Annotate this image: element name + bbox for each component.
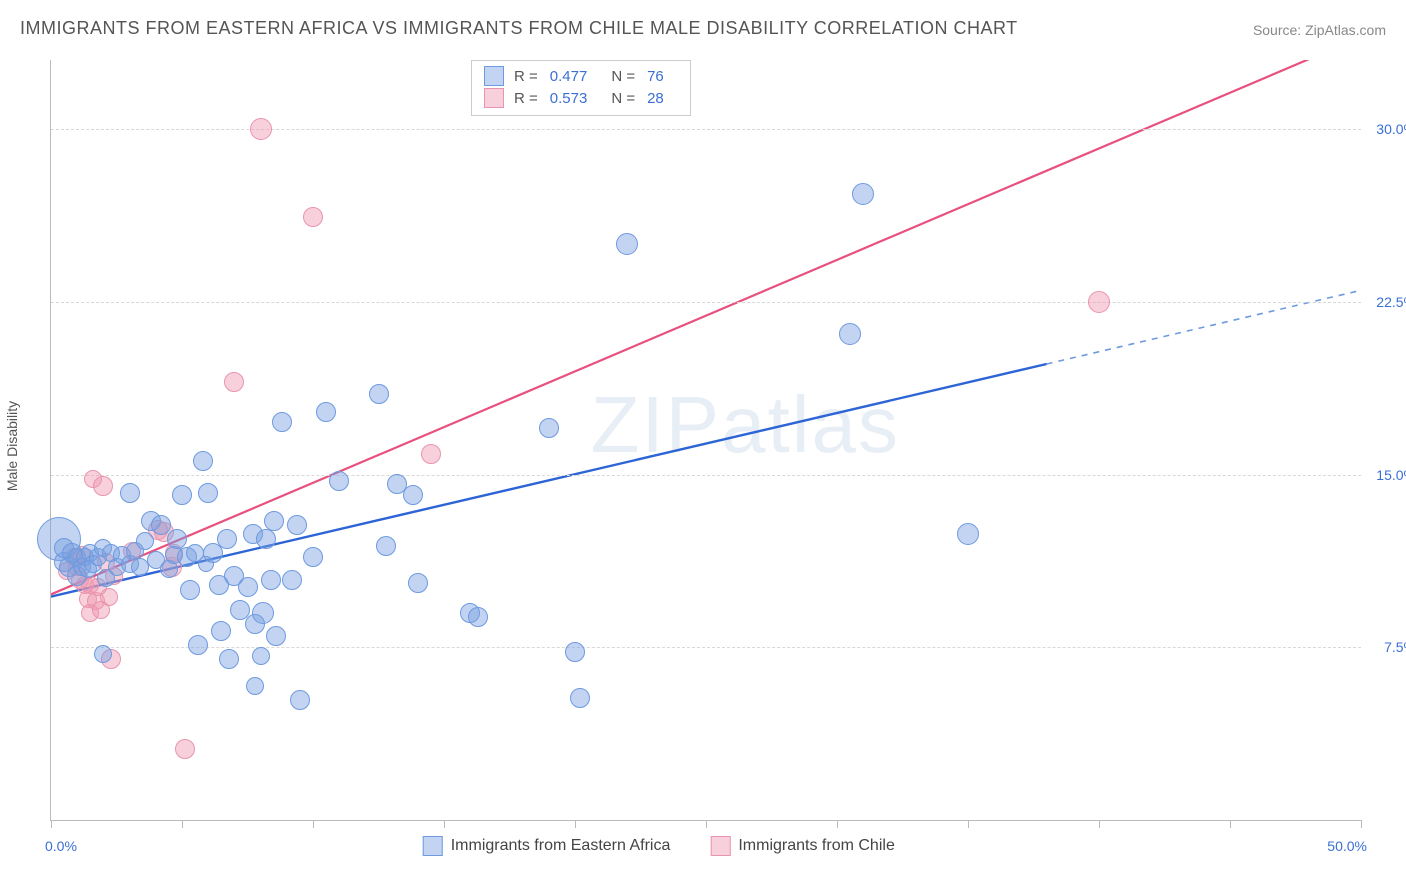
scatter-point: [570, 688, 590, 708]
stat-n-label: N =: [611, 68, 635, 85]
x-tick: [1361, 820, 1362, 828]
scatter-point: [839, 323, 861, 345]
stat-r-label: R =: [514, 90, 538, 107]
y-axis-title: Male Disability: [4, 401, 20, 491]
scatter-point: [94, 645, 112, 663]
scatter-point: [329, 471, 349, 491]
grid-line: [51, 129, 1361, 130]
x-tick: [313, 820, 314, 828]
scatter-point: [272, 412, 292, 432]
scatter-point: [421, 444, 441, 464]
series1-n-value: 76: [647, 68, 664, 85]
y-tick-label: 30.0%: [1376, 121, 1406, 137]
series1-r-value: 0.477: [550, 68, 588, 85]
scatter-point: [468, 607, 488, 627]
stats-row-series2: R = 0.573 N = 28: [484, 87, 678, 109]
y-tick-label: 22.5%: [1376, 294, 1406, 310]
scatter-point: [238, 577, 258, 597]
scatter-point: [303, 207, 323, 227]
x-tick: [51, 820, 52, 828]
scatter-point: [211, 621, 231, 641]
scatter-point: [264, 511, 284, 531]
scatter-point: [852, 183, 874, 205]
scatter-point: [256, 529, 276, 549]
legend-item-series2: Immigrants from Chile: [710, 836, 894, 856]
scatter-point: [250, 118, 272, 140]
scatter-point: [539, 418, 559, 438]
scatter-point: [193, 451, 213, 471]
x-tick: [444, 820, 445, 828]
correlation-stats-box: R = 0.477 N = 76 R = 0.573 N = 28: [471, 60, 691, 116]
x-axis-max-label: 50.0%: [1327, 838, 1367, 854]
scatter-point: [303, 547, 323, 567]
legend-item-series1: Immigrants from Eastern Africa: [423, 836, 671, 856]
x-tick: [968, 820, 969, 828]
x-tick: [1230, 820, 1231, 828]
scatter-point: [403, 485, 423, 505]
scatter-point: [287, 515, 307, 535]
x-tick: [706, 820, 707, 828]
scatter-point: [120, 483, 140, 503]
scatter-point: [180, 580, 200, 600]
scatter-point: [198, 483, 218, 503]
scatter-point: [224, 372, 244, 392]
y-tick-label: 15.0%: [1376, 467, 1406, 483]
scatter-point: [100, 588, 118, 606]
scatter-point: [282, 570, 302, 590]
series2-swatch: [710, 836, 730, 856]
scatter-point: [261, 570, 281, 590]
grid-line: [51, 302, 1361, 303]
grid-line: [51, 475, 1361, 476]
y-tick-label: 7.5%: [1384, 639, 1406, 655]
scatter-point: [167, 529, 187, 549]
x-tick: [182, 820, 183, 828]
scatter-point: [219, 649, 239, 669]
scatter-point: [369, 384, 389, 404]
scatter-point: [616, 233, 638, 255]
series1-swatch: [423, 836, 443, 856]
series1-swatch: [484, 66, 504, 86]
x-tick: [575, 820, 576, 828]
scatter-point: [175, 739, 195, 759]
series1-legend-label: Immigrants from Eastern Africa: [451, 837, 671, 855]
scatter-plot-area: ZIPatlas R = 0.477 N = 76 R = 0.573 N = …: [50, 60, 1361, 821]
series2-r-value: 0.573: [550, 90, 588, 107]
series2-legend-label: Immigrants from Chile: [738, 837, 894, 855]
scatter-point: [290, 690, 310, 710]
scatter-point: [252, 647, 270, 665]
bottom-legend: Immigrants from Eastern Africa Immigrant…: [423, 836, 895, 856]
scatter-point: [217, 529, 237, 549]
scatter-point: [957, 523, 979, 545]
series2-n-value: 28: [647, 90, 664, 107]
stat-n-label: N =: [611, 90, 635, 107]
scatter-point: [565, 642, 585, 662]
trend-lines-layer: [51, 60, 1361, 820]
scatter-point: [266, 626, 286, 646]
scatter-point: [93, 476, 113, 496]
scatter-point: [376, 536, 396, 556]
scatter-point: [1088, 291, 1110, 313]
scatter-point: [408, 573, 428, 593]
series2-swatch: [484, 88, 504, 108]
scatter-point: [172, 485, 192, 505]
source-attribution: Source: ZipAtlas.com: [1253, 22, 1386, 38]
scatter-point: [136, 532, 154, 550]
scatter-point: [316, 402, 336, 422]
chart-title: IMMIGRANTS FROM EASTERN AFRICA VS IMMIGR…: [20, 18, 1018, 39]
x-tick: [1099, 820, 1100, 828]
scatter-point: [246, 677, 264, 695]
x-axis-min-label: 0.0%: [45, 838, 77, 854]
scatter-point: [188, 635, 208, 655]
stat-r-label: R =: [514, 68, 538, 85]
grid-line: [51, 647, 1361, 648]
x-tick: [837, 820, 838, 828]
scatter-point: [252, 602, 274, 624]
stats-row-series1: R = 0.477 N = 76: [484, 65, 678, 87]
